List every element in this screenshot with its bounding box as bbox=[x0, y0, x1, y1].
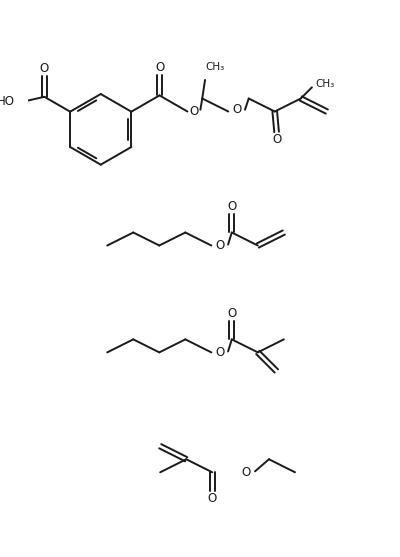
Text: O: O bbox=[208, 492, 217, 505]
Text: O: O bbox=[227, 200, 236, 213]
Text: O: O bbox=[155, 61, 164, 74]
Text: O: O bbox=[272, 133, 281, 146]
Text: HO: HO bbox=[0, 95, 15, 108]
Text: O: O bbox=[215, 346, 224, 359]
Text: O: O bbox=[215, 239, 224, 252]
Text: O: O bbox=[227, 307, 236, 320]
Text: O: O bbox=[241, 466, 250, 479]
Text: O: O bbox=[40, 62, 49, 75]
Text: O: O bbox=[232, 103, 241, 116]
Text: O: O bbox=[189, 105, 198, 118]
Text: CH₃: CH₃ bbox=[316, 79, 335, 89]
Text: CH₃: CH₃ bbox=[205, 62, 224, 72]
